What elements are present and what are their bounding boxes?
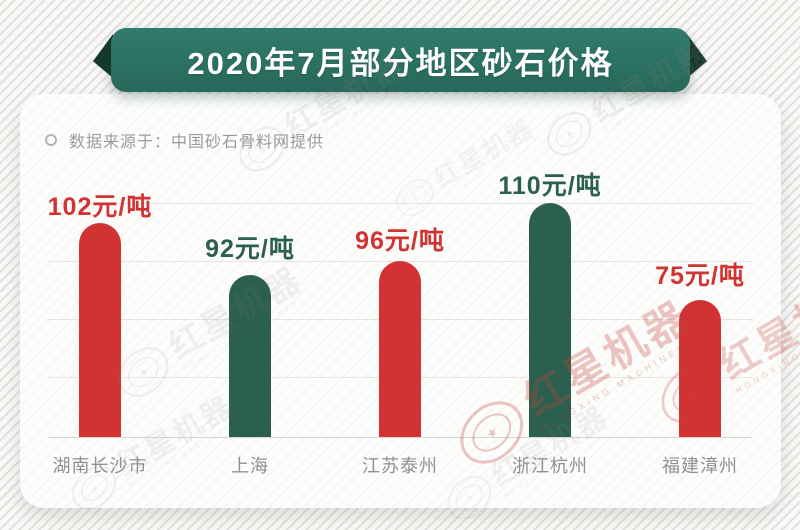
category-label: 福建漳州 bbox=[662, 456, 738, 476]
data-source-row: 数据来源于：中国砂石骨料网提供 bbox=[45, 128, 324, 152]
title-banner: 2020年7月部分地区砂石价格 bbox=[111, 28, 690, 92]
bar bbox=[229, 275, 271, 437]
bar bbox=[379, 261, 421, 437]
value-label: 110元/吨 bbox=[498, 172, 602, 200]
category-label: 上海 bbox=[231, 456, 269, 476]
value-label: 75元/吨 bbox=[655, 262, 745, 290]
bar bbox=[79, 223, 121, 437]
gridline bbox=[48, 203, 752, 204]
bar bbox=[679, 300, 721, 437]
value-label: 92元/吨 bbox=[205, 235, 295, 263]
circle-bullet-icon bbox=[45, 134, 57, 146]
axis-baseline bbox=[48, 437, 752, 438]
value-label: 102元/吨 bbox=[47, 193, 153, 221]
category-label: 湖南长沙市 bbox=[52, 456, 148, 476]
value-label: 96元/吨 bbox=[355, 227, 445, 255]
bar bbox=[529, 203, 571, 437]
category-label: 江苏泰州 bbox=[362, 456, 438, 476]
source-note: 数据来源于：中国砂石骨料网提供 bbox=[69, 134, 325, 151]
page-title: 2020年7月部分地区砂石价格 bbox=[187, 45, 614, 81]
category-label: 浙江杭州 bbox=[512, 456, 588, 476]
